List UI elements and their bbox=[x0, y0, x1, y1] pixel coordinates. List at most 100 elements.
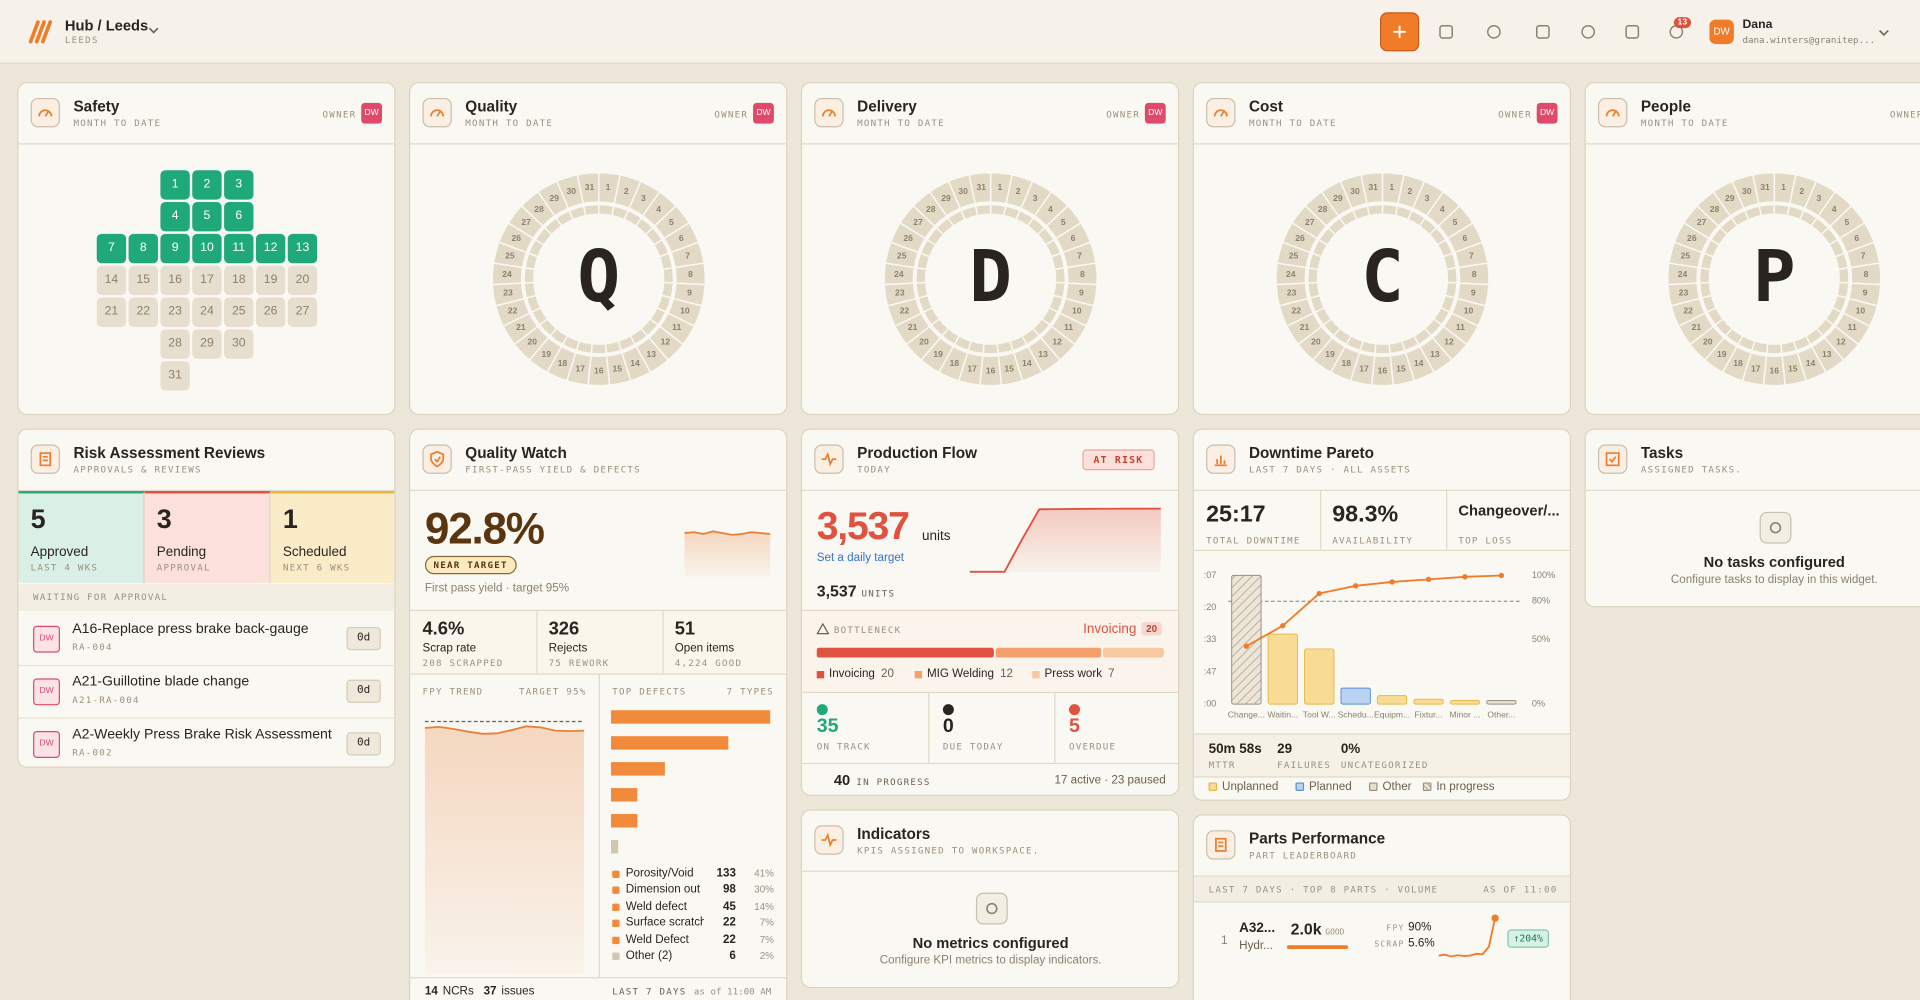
icon-path bbox=[38, 109, 53, 117]
footer-divider bbox=[410, 977, 787, 979]
day-cell: 19 bbox=[255, 265, 286, 296]
defect-count: 22 bbox=[722, 932, 736, 947]
day-inner-segment bbox=[1758, 203, 1776, 217]
legend-swatch bbox=[914, 671, 923, 679]
owner-badge: DW bbox=[753, 102, 774, 124]
day-inner-segment bbox=[1352, 205, 1371, 221]
day-label: 18 bbox=[1341, 358, 1351, 368]
nav-icon[interactable] bbox=[1625, 24, 1640, 39]
section-label: WAITING FOR APPROVAL bbox=[33, 591, 169, 603]
cumulative-dot bbox=[1280, 622, 1286, 629]
day-label: 26 bbox=[1687, 233, 1697, 243]
stat-label: TOP LOSS bbox=[1458, 535, 1513, 547]
widget-card: Indicators KPIS ASSIGNED TO WORKSPACE. No … bbox=[800, 809, 1180, 989]
stat-label: Open items bbox=[674, 641, 735, 656]
card-icon bbox=[1206, 444, 1236, 474]
day-label: 6 bbox=[1854, 233, 1859, 243]
add-button[interactable] bbox=[1380, 12, 1420, 52]
day-label: 23 bbox=[1287, 287, 1297, 297]
day-cell: 8 bbox=[128, 233, 158, 264]
nav-icon[interactable] bbox=[1581, 24, 1596, 39]
card-divider bbox=[410, 489, 787, 492]
y2-tick-label: 0% bbox=[1532, 699, 1545, 709]
item-title: A2-Weekly Press Brake Risk Assessment bbox=[72, 727, 332, 743]
nav-icon[interactable] bbox=[1439, 24, 1454, 39]
bar bbox=[1376, 695, 1408, 705]
card-icon bbox=[1206, 97, 1236, 128]
day-label: 27 bbox=[1305, 217, 1315, 227]
day-label: 13 bbox=[1038, 349, 1048, 359]
stat-note: 208 SCRAPPED bbox=[422, 657, 504, 669]
status-value: 35 bbox=[816, 716, 839, 738]
day-label: 9 bbox=[1863, 287, 1868, 297]
card-divider bbox=[1193, 489, 1570, 492]
card-subtitle: MONTH TO DATE bbox=[465, 117, 554, 129]
day-label: 15 bbox=[1396, 363, 1406, 373]
day-inner-segment bbox=[658, 252, 674, 271]
day-label: 5 bbox=[1845, 217, 1850, 227]
day-label: 10 bbox=[1856, 305, 1866, 315]
legend-swatch bbox=[612, 936, 620, 944]
day-inner-segment bbox=[1698, 267, 1711, 284]
stat-note: APPROVAL bbox=[156, 562, 211, 574]
pillar-letter: C bbox=[1361, 235, 1404, 318]
day-cell: 12 bbox=[255, 233, 286, 264]
item-code: A21-RA-004 bbox=[72, 694, 140, 706]
status-label: ON TRACK bbox=[816, 740, 871, 752]
day-inner-segment bbox=[523, 267, 536, 284]
total-row: 3,537 UNITS bbox=[817, 582, 896, 600]
volume-bar bbox=[1286, 945, 1349, 949]
day-label: 3 bbox=[641, 193, 646, 203]
day-label: 21 bbox=[1300, 322, 1310, 332]
legend-swatch bbox=[1422, 782, 1432, 792]
day-label: 8 bbox=[688, 269, 693, 279]
pillar-letter: D bbox=[969, 235, 1012, 318]
in-progress-label: IN PROGRESS bbox=[856, 776, 931, 788]
nav-icon[interactable] bbox=[1487, 24, 1502, 39]
cumulative-dot bbox=[1425, 576, 1432, 583]
stat-label: AVAILABILITY bbox=[1332, 535, 1414, 547]
col-divider bbox=[1320, 491, 1322, 550]
bar bbox=[1486, 699, 1517, 705]
day-label: 8 bbox=[1864, 269, 1869, 279]
icon-path bbox=[822, 109, 836, 117]
day-label: 16 bbox=[594, 365, 604, 375]
x-tick-label: Fixtur... bbox=[1414, 709, 1442, 719]
stats-band bbox=[410, 609, 787, 675]
legend-value: 12 bbox=[1000, 667, 1014, 681]
area bbox=[424, 726, 585, 975]
line bbox=[684, 530, 771, 536]
icon-glyph bbox=[1605, 452, 1620, 467]
chevron-path bbox=[148, 27, 159, 34]
owner-label: OWNER bbox=[1889, 108, 1920, 121]
nav-icon[interactable] bbox=[1536, 24, 1551, 39]
card-icon bbox=[814, 444, 844, 474]
day-label: 4 bbox=[656, 204, 661, 214]
output-unit: units bbox=[922, 528, 951, 544]
day-label: 11 bbox=[1848, 322, 1857, 332]
x-tick-label: Equipm... bbox=[1374, 709, 1410, 719]
card-title: Cost bbox=[1248, 97, 1283, 116]
target-link[interactable]: Set a daily target bbox=[816, 551, 905, 565]
defect-count: 98 bbox=[722, 883, 736, 897]
day-label: 29 bbox=[1725, 193, 1735, 203]
day-cell: 6 bbox=[224, 202, 254, 232]
stat-value: 98.3% bbox=[1332, 502, 1399, 528]
change-badge: ↑204% bbox=[1507, 929, 1550, 948]
defect-name: Weld defect bbox=[625, 899, 687, 914]
icon-glyph bbox=[1605, 109, 1620, 117]
line bbox=[969, 507, 1161, 573]
legend-label: Planned bbox=[1308, 780, 1352, 794]
status-icon bbox=[942, 704, 954, 716]
day-cell: 31 bbox=[160, 361, 190, 391]
legend-name: MIG Welding bbox=[926, 667, 994, 681]
day-ring: 1 234567891011121314151617181920212223242… bbox=[883, 171, 1098, 387]
empty-glyph-circle bbox=[986, 902, 998, 915]
card-title: Parts Performance bbox=[1248, 830, 1386, 848]
day-label: 17 bbox=[1751, 363, 1761, 373]
day-label: 3 bbox=[1816, 193, 1821, 203]
day-label: 15 bbox=[1004, 363, 1014, 373]
cumulative-dot bbox=[1352, 583, 1359, 589]
footer-row: LAST 7 DAYS as of 11:00 AM bbox=[612, 986, 771, 997]
nav-icon-shape bbox=[1439, 24, 1453, 39]
